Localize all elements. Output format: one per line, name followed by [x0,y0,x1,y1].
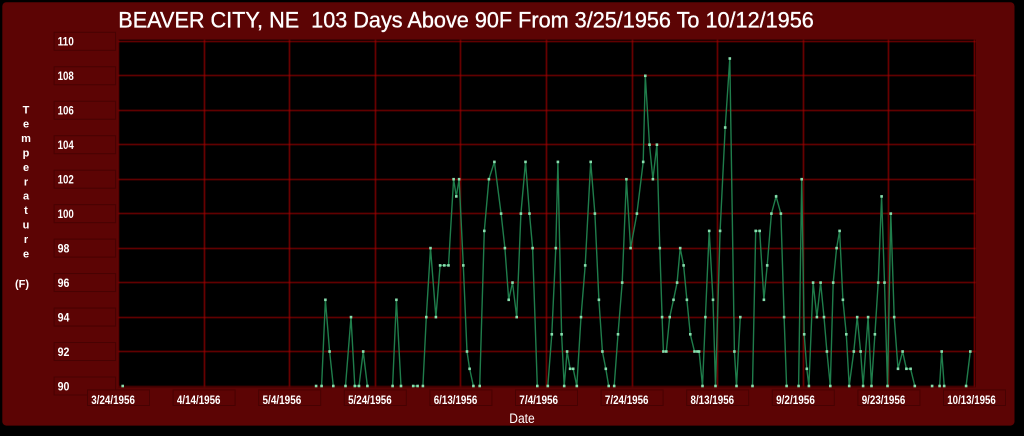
svg-text:5/24/1956: 5/24/1956 [348,393,392,407]
svg-text:108: 108 [58,69,74,83]
svg-text:106: 106 [58,104,74,118]
svg-text:r: r [24,234,29,246]
svg-text:6/13/1956: 6/13/1956 [434,393,478,407]
svg-text:5/4/1956: 5/4/1956 [263,393,302,407]
svg-text:e: e [23,248,29,260]
svg-text:92: 92 [58,345,70,359]
svg-text:t: t [24,205,28,217]
svg-text:a: a [23,191,30,203]
svg-text:T: T [23,104,30,116]
svg-text:Date: Date [509,411,535,426]
svg-text:90: 90 [58,379,70,393]
svg-text:r: r [24,176,29,188]
svg-text:p: p [23,148,30,160]
svg-text:m: m [21,133,31,145]
svg-text:8/13/1956: 8/13/1956 [691,393,735,407]
svg-text:96: 96 [58,276,70,290]
svg-text:7/4/1956: 7/4/1956 [519,393,558,407]
svg-text:100: 100 [58,207,74,221]
svg-text:104: 104 [58,138,74,152]
svg-text:4/14/1956: 4/14/1956 [177,393,221,407]
svg-text:9/2/1956: 9/2/1956 [776,393,815,407]
svg-text:94: 94 [58,310,70,324]
svg-text:9/23/1956: 9/23/1956 [862,393,906,407]
svg-text:10/13/1956: 10/13/1956 [947,393,996,407]
svg-text:110: 110 [58,35,74,49]
svg-text:BEAVER CITY, NE 103 Days Abov: BEAVER CITY, NE 103 Days Above 90F From … [118,7,814,32]
svg-text:98: 98 [58,242,70,256]
svg-text:7/24/1956: 7/24/1956 [605,393,649,407]
svg-text:u: u [23,220,30,232]
svg-text:e: e [23,162,29,174]
svg-text:(F): (F) [15,279,29,291]
svg-text:3/24/1956: 3/24/1956 [91,393,135,407]
svg-text:e: e [23,119,29,131]
svg-text:102: 102 [58,173,74,187]
